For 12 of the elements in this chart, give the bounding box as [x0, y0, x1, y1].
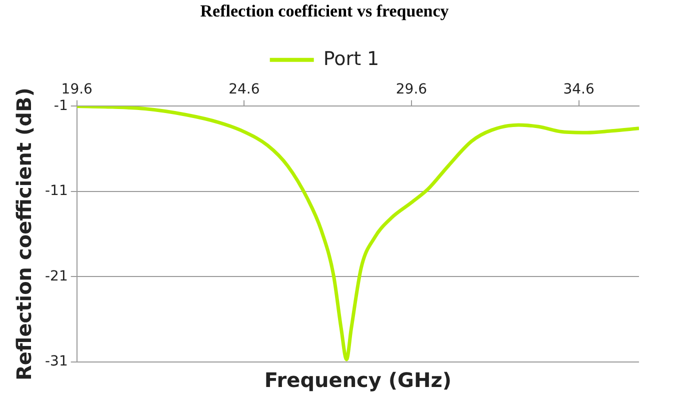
- legend-label: Port 1: [323, 48, 380, 70]
- y-tick-label: -21: [44, 268, 68, 284]
- y-tick-label: -1: [54, 98, 68, 114]
- y-tick-label: -11: [44, 183, 68, 200]
- x-tick-label: 29.6: [396, 81, 428, 98]
- x-axis-title: Frequency (GHz): [264, 368, 452, 392]
- x-tick-label: 34.6: [563, 81, 594, 98]
- x-tick-label: 19.6: [61, 81, 93, 98]
- y-axis-title: Reflection coefficient (dB): [12, 88, 36, 381]
- y-tick-label: -31: [44, 354, 68, 370]
- x-tick-label: 24.6: [228, 81, 260, 98]
- chart-title: Reflection coefficient vs frequency: [200, 2, 450, 21]
